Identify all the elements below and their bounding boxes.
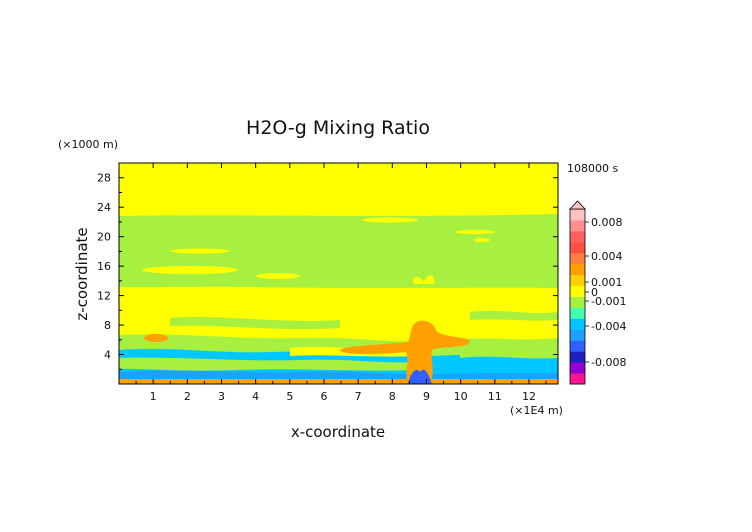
chart-title: H2O-g Mixing Ratio [246, 117, 430, 139]
x-tick-label-2: 2 [184, 390, 191, 403]
colorbar-swatch-15 [570, 219, 585, 232]
x-tick-label-1: 1 [150, 390, 157, 403]
region-yellow-lens-2 [256, 273, 300, 279]
y-tick-label-7: 28 [97, 172, 111, 185]
region-green-lens-3 [460, 348, 558, 359]
colorbar-swatch-8 [570, 296, 585, 308]
colorbar-swatch-9 [570, 285, 585, 297]
region-yellow-lens-4 [362, 217, 418, 223]
contour-field [119, 163, 558, 384]
x-tick-label-8: 8 [389, 390, 396, 403]
x-tick-label-10: 10 [454, 390, 468, 403]
colorbar-label-6: -0.004 [591, 320, 626, 333]
region-green-lens-2 [470, 310, 558, 321]
colorbar-label-4: 0 [591, 286, 598, 299]
y-axis-label: z-coordinate [73, 227, 91, 320]
region-orange-blob [144, 334, 168, 342]
region-plume-orange [340, 320, 470, 384]
y-tick-label-4: 16 [97, 260, 111, 273]
region-low-blue [119, 370, 558, 380]
colorbar-swatch-14 [570, 230, 585, 243]
colorbar-swatch-13 [570, 241, 585, 254]
colorbar-swatch-11 [570, 263, 585, 276]
region-yellow-fan [412, 275, 435, 284]
x-tick-label-5: 5 [286, 390, 293, 403]
colorbar-swatch-2 [570, 362, 585, 374]
region-yellow-lens-1 [142, 266, 238, 274]
x-tick-label-9: 9 [423, 390, 430, 403]
colorbar-swatch-12 [570, 252, 585, 265]
y-axis-ticks: 4 8 12 16 20 24 28 [97, 172, 558, 370]
x-axis-label: x-coordinate [291, 423, 385, 441]
colorbar-extend-arrow [569, 200, 586, 210]
region-yellow-lens-5 [455, 230, 495, 234]
x-tick-label-4: 4 [252, 390, 259, 403]
region-yellow-lens-6 [474, 238, 490, 242]
y-tick-label-5: 20 [97, 231, 111, 244]
region-surface-orange [119, 379, 558, 384]
x-tick-label-12: 12 [522, 390, 536, 403]
y-tick-label-6: 24 [97, 201, 111, 214]
colorbar-label-5: -0.001 [591, 295, 626, 308]
colorbar-label-2: 0.004 [591, 250, 623, 263]
region-green-lens-1 [170, 317, 340, 330]
time-label: 108000 s [567, 162, 618, 175]
x-tick-label-7: 7 [355, 390, 362, 403]
colorbar-swatch-4 [570, 340, 585, 352]
colorbar-swatch-16 [570, 209, 585, 221]
colorbar-label-1: 0.008 [591, 216, 623, 229]
plot-frame [118, 162, 559, 385]
y-tick-label-1: 4 [104, 349, 111, 362]
region-low-green-inner [119, 357, 420, 371]
region-yellow-lens-3 [170, 248, 230, 254]
colorbar-swatch-6 [570, 318, 585, 330]
x-tick-label-11: 11 [488, 390, 502, 403]
y-tick-label-2: 8 [104, 319, 111, 332]
colorbar-swatch-1 [570, 373, 585, 385]
colorbar-swatch-3 [570, 351, 585, 363]
colorbar-label-3: 0.001 [591, 276, 623, 289]
x-tick-label-3: 3 [218, 390, 225, 403]
x-unit-label: (×1E4 m) [510, 404, 563, 417]
colorbar-swatch-7 [570, 307, 585, 319]
colorbar-swatch-5 [570, 329, 585, 341]
colorbar-label-7: -0.008 [591, 356, 626, 369]
x-axis-ticks: 1 2 3 4 5 6 7 8 9 10 11 12 [135, 163, 547, 403]
y-tick-label-3: 12 [97, 290, 111, 303]
x-tick-label-6: 6 [320, 390, 327, 403]
y-unit-label: (×1000 m) [58, 138, 118, 151]
colorbar-swatch-10 [570, 274, 585, 287]
